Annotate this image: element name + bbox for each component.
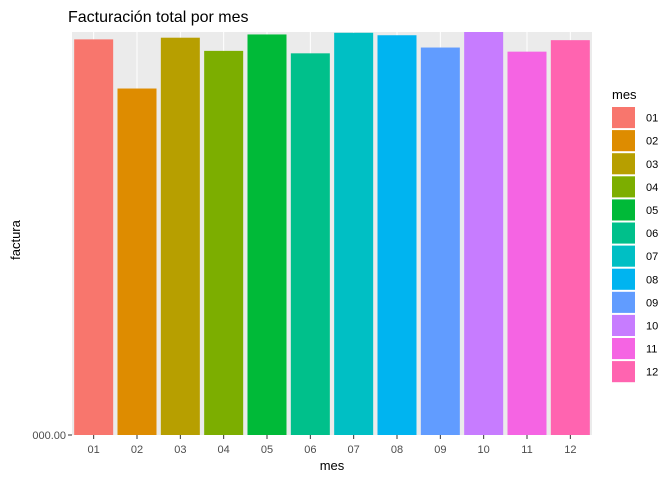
x-tick-label: 10 xyxy=(478,444,490,456)
bars xyxy=(74,32,590,436)
legend-label: 11 xyxy=(646,344,657,356)
y-axis: 000.00 xyxy=(32,430,72,442)
legend-key-03 xyxy=(612,153,635,175)
legend-key-07 xyxy=(612,245,635,267)
legend: mes 01 02 03 04 05 06 07 08 09 10 11 12 xyxy=(612,87,658,383)
x-axis: 01 02 03 04 05 06 07 08 09 10 11 12 xyxy=(88,435,576,456)
bar-06 xyxy=(290,53,330,435)
legend-key-01 xyxy=(612,107,635,129)
x-tick-label: 12 xyxy=(564,444,576,456)
x-tick-label: 07 xyxy=(348,444,360,456)
bar-04 xyxy=(204,50,244,436)
x-tick-label: 03 xyxy=(174,444,186,456)
bar-11 xyxy=(507,51,547,435)
x-axis-title: mes xyxy=(320,458,345,473)
bar-10 xyxy=(464,32,504,435)
legend-key-04 xyxy=(612,176,635,198)
legend-key-05 xyxy=(612,199,635,221)
legend-label: 03 xyxy=(646,159,658,171)
y-axis-title: factura xyxy=(8,219,23,260)
x-tick-label: 05 xyxy=(261,444,273,456)
legend-key-08 xyxy=(612,268,635,290)
legend-label: 08 xyxy=(646,274,658,286)
legend-items: 01 02 03 04 05 06 07 08 09 10 11 12 xyxy=(612,107,658,383)
y-tick-label: 000.00 xyxy=(32,430,66,442)
legend-label: 12 xyxy=(646,367,658,379)
bar-01 xyxy=(74,39,114,436)
bar-07 xyxy=(334,32,374,435)
legend-key-06 xyxy=(612,222,635,244)
legend-label: 05 xyxy=(646,205,658,217)
bar-03 xyxy=(160,37,200,435)
x-tick-label: 04 xyxy=(218,444,230,456)
chart-title: Facturación total por mes xyxy=(68,9,249,26)
legend-label: 10 xyxy=(646,320,658,332)
legend-key-02 xyxy=(612,130,635,152)
x-tick-label: 08 xyxy=(391,444,403,456)
bar-12 xyxy=(550,40,590,435)
x-tick-label: 11 xyxy=(521,444,532,456)
bar-08 xyxy=(377,35,417,436)
bar-05 xyxy=(247,34,287,436)
legend-key-11 xyxy=(612,338,635,360)
bar-09 xyxy=(420,47,460,435)
legend-label: 04 xyxy=(646,182,658,194)
x-tick-label: 06 xyxy=(304,444,316,456)
legend-title: mes xyxy=(612,87,637,102)
legend-label: 07 xyxy=(646,251,658,263)
legend-label: 09 xyxy=(646,297,658,309)
x-tick-label: 09 xyxy=(434,444,446,456)
x-tick-label: 02 xyxy=(131,444,143,456)
legend-key-10 xyxy=(612,314,635,336)
legend-label: 06 xyxy=(646,228,658,240)
legend-label: 02 xyxy=(646,136,658,148)
x-tick-label: 01 xyxy=(88,444,100,456)
legend-label: 01 xyxy=(646,113,658,125)
legend-key-12 xyxy=(612,361,635,383)
plot-panel xyxy=(72,32,592,435)
bar-02 xyxy=(117,88,157,435)
legend-key-09 xyxy=(612,291,635,313)
